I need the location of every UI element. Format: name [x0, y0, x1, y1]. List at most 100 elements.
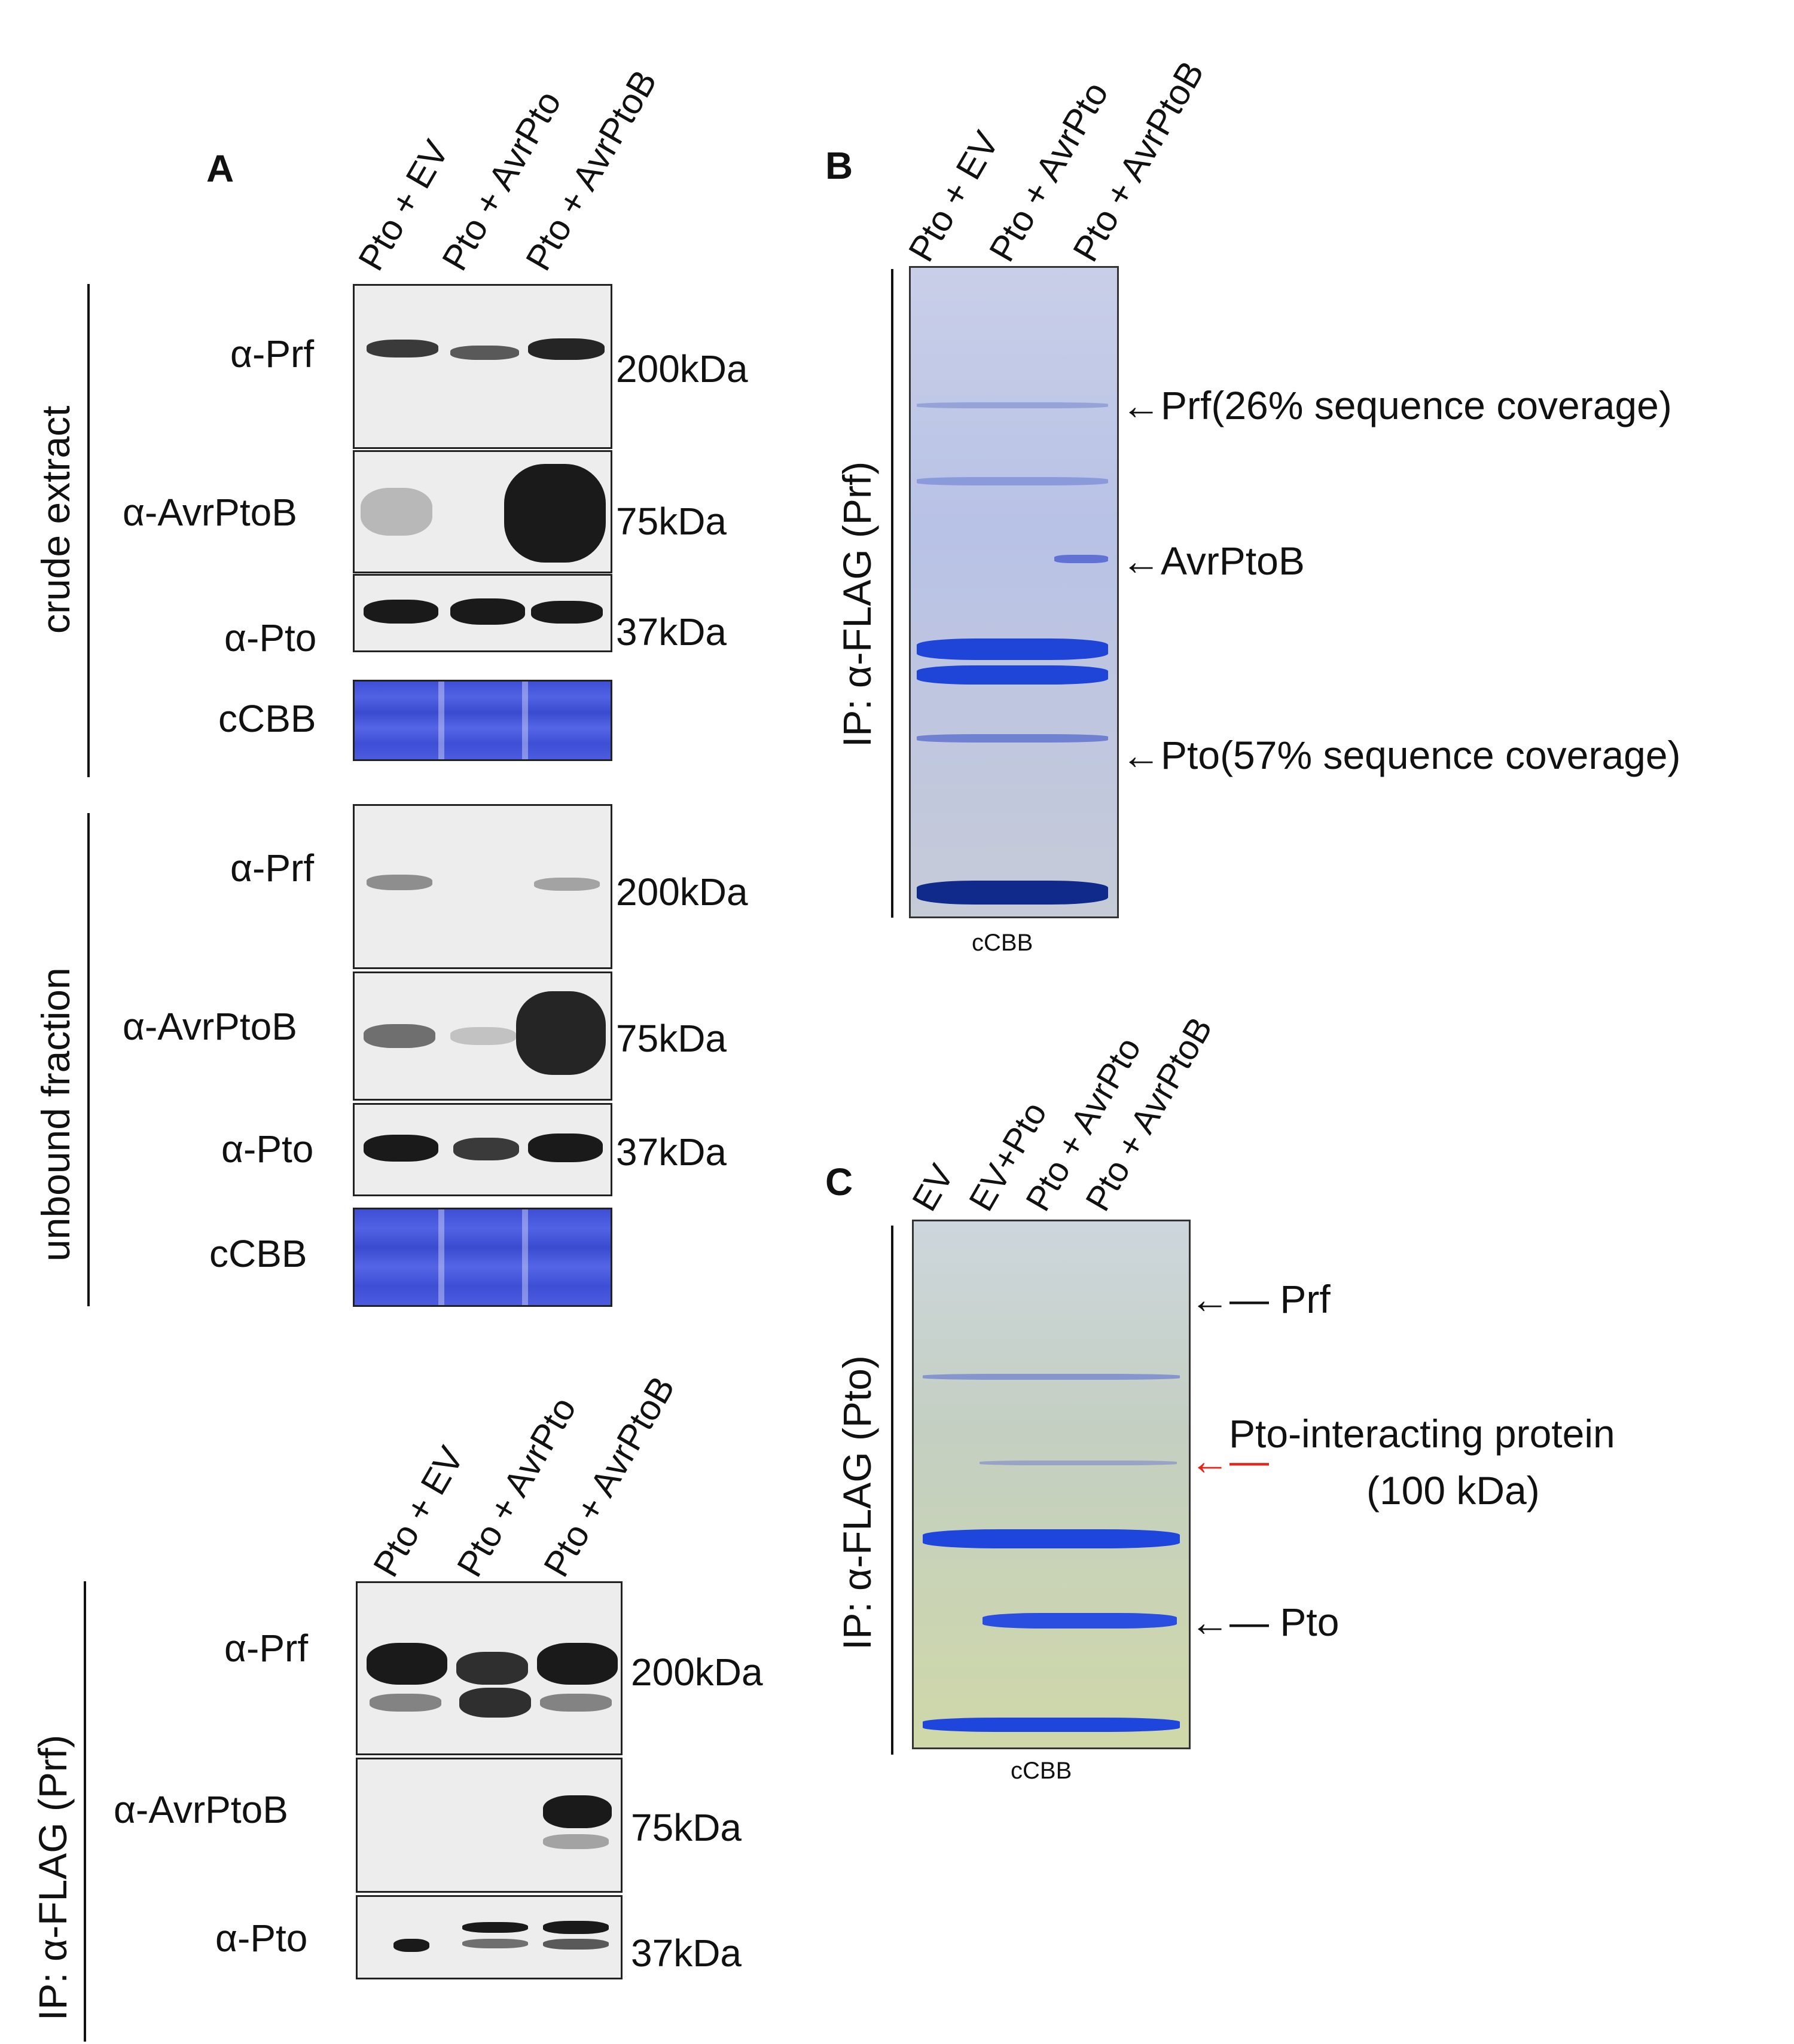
- mw-marker: 200kDa: [616, 347, 748, 390]
- arrow-avrptob: ←AvrPtoB: [1121, 539, 1305, 583]
- band: [504, 464, 606, 563]
- band: [543, 1795, 612, 1828]
- blot-crude-avrptob: [353, 450, 612, 573]
- antibody-label: α-AvrPtoB: [114, 1788, 288, 1831]
- band: [456, 1652, 528, 1685]
- panel-a-letter: A: [206, 147, 234, 190]
- band: [450, 598, 525, 625]
- blot-unbound-avrptob: [353, 971, 612, 1101]
- antibody-label: α-AvrPtoB: [123, 1005, 297, 1048]
- arrow-label-text: (100 kDa): [1366, 1468, 1540, 1513]
- band: [370, 1694, 441, 1712]
- gel-caption: cCBB: [972, 930, 1033, 956]
- mw-marker: 75kDa: [631, 1806, 742, 1849]
- arrow-label-text: AvrPtoB: [1161, 539, 1305, 583]
- group-bracket: [84, 1581, 86, 2042]
- antibody-label: α-Pto: [215, 1917, 308, 1960]
- group-label-unbound: unbound fraction: [33, 967, 78, 1261]
- panel-b-letter: B: [825, 144, 853, 187]
- arrow-pto: ←— Pto: [1190, 1600, 1340, 1644]
- gel-band: [983, 1613, 1177, 1629]
- gel-band: [917, 665, 1108, 685]
- gel-band: [923, 1718, 1180, 1732]
- group-bracket: [87, 813, 90, 1306]
- band: [543, 1834, 609, 1849]
- stain-label: cCBB: [218, 697, 316, 740]
- blot-unbound-pto: [353, 1103, 612, 1196]
- mw-marker: 37kDa: [616, 610, 727, 653]
- band: [462, 1939, 528, 1948]
- band: [453, 1138, 519, 1160]
- group-bracket: [891, 269, 893, 918]
- antibody-label: α-Pto: [221, 1128, 314, 1171]
- band: [364, 600, 438, 624]
- arrow-label-text: Prf: [1280, 1277, 1331, 1321]
- gel-band: [980, 1461, 1177, 1465]
- band: [450, 346, 519, 360]
- stain-label: cCBB: [209, 1232, 307, 1275]
- gel-band: [923, 1529, 1180, 1548]
- cbb-stain-crude: [353, 680, 612, 761]
- antibody-label: α-Prf: [230, 847, 315, 890]
- gel-band: [917, 402, 1108, 408]
- band: [528, 1133, 603, 1162]
- band: [450, 1027, 516, 1045]
- group-label-crude: crude extract: [33, 405, 78, 634]
- arrow-prf: ←Prf(26% sequence coverage): [1121, 383, 1672, 427]
- arrow-pto: ←Pto(57% sequence coverage): [1121, 733, 1681, 777]
- blot-ip-pto: [356, 1895, 623, 1979]
- mw-marker: 200kDa: [631, 1651, 763, 1694]
- antibody-label: α-AvrPtoB: [123, 491, 297, 534]
- arrow-interacting: ←—: [1190, 1438, 1269, 1483]
- band: [534, 878, 600, 891]
- cbb-stain-unbound: [353, 1208, 612, 1307]
- band: [367, 340, 438, 358]
- band: [531, 601, 603, 624]
- mw-marker: 37kDa: [631, 1932, 742, 1975]
- gel-panel-c: [912, 1220, 1191, 1749]
- band: [364, 1024, 435, 1048]
- blot-ip-prf: [356, 1581, 623, 1755]
- gel-caption: cCBB: [1011, 1758, 1072, 1784]
- band: [528, 338, 605, 360]
- band: [537, 1643, 618, 1685]
- band: [459, 1688, 531, 1718]
- gel-band: [1054, 555, 1108, 563]
- gel-band: [917, 638, 1108, 660]
- band: [462, 1922, 528, 1933]
- gel-band: [923, 1374, 1180, 1380]
- gel-band: [917, 734, 1108, 743]
- panel-c-letter: C: [825, 1160, 853, 1203]
- band: [367, 875, 432, 890]
- band: [393, 1939, 429, 1952]
- blot-crude-pto: [353, 574, 612, 652]
- group-bracket: [87, 284, 90, 777]
- arrow-label-text: Pto: [1280, 1600, 1340, 1644]
- blot-crude-prf: [353, 284, 612, 449]
- antibody-label: α-Prf: [230, 332, 315, 375]
- antibody-label: α-Prf: [224, 1627, 309, 1670]
- group-bracket: [891, 1226, 893, 1755]
- band: [540, 1694, 612, 1712]
- arrow-label-text: Pto(57% sequence coverage): [1161, 733, 1681, 777]
- band: [361, 488, 432, 536]
- band: [516, 991, 606, 1075]
- arrow-label-text: Pto-interacting protein: [1229, 1411, 1615, 1456]
- lane-label: EV: [904, 1157, 962, 1218]
- group-label-ip-prf-b: IP: α-FLAG (Prf): [835, 461, 879, 747]
- band: [543, 1921, 609, 1934]
- arrow-label-text: Prf(26% sequence coverage): [1161, 383, 1672, 427]
- mw-marker: 200kDa: [616, 870, 748, 913]
- band: [543, 1939, 609, 1950]
- gel-band: [917, 477, 1108, 485]
- mw-marker: 75kDa: [616, 500, 727, 543]
- band: [367, 1643, 447, 1685]
- arrow-prf: ←— Prf: [1190, 1277, 1331, 1321]
- mw-marker: 75kDa: [616, 1017, 727, 1060]
- gel-panel-b: [909, 266, 1119, 918]
- band: [364, 1135, 438, 1162]
- group-label-ip-pto: IP: α-FLAG (Pto): [835, 1355, 879, 1650]
- blot-ip-avrptob: [356, 1758, 623, 1893]
- mw-marker: 37kDa: [616, 1131, 727, 1174]
- gel-band: [917, 881, 1108, 905]
